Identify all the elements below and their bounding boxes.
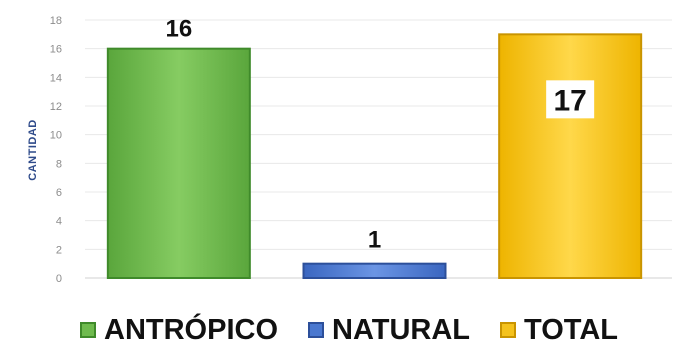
data-labels: 16 1 17	[165, 16, 595, 254]
y-tick-label: 6	[56, 187, 62, 199]
bar-chart: 0 2 4 6 8 10 12 14 16 18 CANTIDAD 16 1 17	[27, 15, 672, 285]
y-tick-label: 0	[56, 273, 62, 285]
y-axis-ticks: 0 2 4 6 8 10 12 14 16 18	[50, 15, 62, 285]
y-tick-label: 2	[56, 244, 62, 256]
y-tick-label: 14	[50, 72, 62, 84]
legend-swatch-antropico	[80, 322, 97, 338]
data-label-box	[546, 80, 595, 119]
y-tick-label: 12	[50, 101, 62, 113]
bars	[106, 33, 643, 280]
y-tick-label: 10	[50, 130, 62, 142]
legend: ANTRÓPICO NATURAL TOTAL	[0, 312, 698, 348]
legend-item-natural: NATURAL	[308, 314, 470, 347]
data-label-total: 17	[553, 84, 586, 117]
data-label-natural: 1	[368, 227, 381, 254]
legend-label-total: TOTAL	[524, 313, 618, 346]
legend-item-total: TOTAL	[500, 314, 618, 347]
y-tick-label: 4	[56, 216, 62, 228]
bar-antropico	[106, 47, 251, 279]
bar-total	[498, 33, 643, 280]
legend-swatch-natural	[308, 322, 325, 338]
y-tick-label: 16	[50, 44, 62, 56]
y-tick-label: 8	[56, 158, 62, 170]
data-label-antropico: 16	[165, 16, 192, 43]
legend-label-antropico: ANTRÓPICO	[104, 313, 279, 346]
y-tick-label: 18	[50, 15, 62, 27]
legend-item-antropico: ANTRÓPICO	[80, 314, 278, 347]
bar-natural	[302, 262, 447, 279]
y-axis-label: CANTIDAD	[27, 119, 39, 180]
legend-swatch-total	[500, 322, 517, 338]
legend-label-natural: NATURAL	[332, 313, 471, 346]
